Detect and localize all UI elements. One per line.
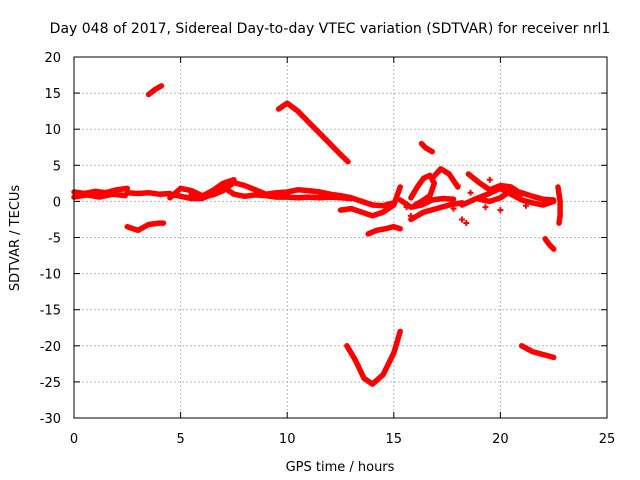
series-arc-9 xyxy=(275,100,351,165)
plot-series xyxy=(71,83,563,387)
data-point xyxy=(482,204,489,211)
y-tick-label: -30 xyxy=(40,412,61,427)
x-tick-labels: 0 5 10 15 20 25 xyxy=(70,432,615,447)
y-tick-labels: -30 -25 -20 -15 -10 -5 0 5 10 15 20 xyxy=(40,51,61,427)
series-arc-4 xyxy=(124,220,167,234)
series-arc-16 xyxy=(408,200,465,223)
x-tick-label: 20 xyxy=(492,432,509,447)
chart-title: Day 048 of 2017, Sidereal Day-to-day VTE… xyxy=(50,21,611,37)
series-arc-22 xyxy=(518,343,557,361)
series-arc-24 xyxy=(555,184,563,226)
x-tick-label: 15 xyxy=(386,432,403,447)
data-point xyxy=(467,189,474,196)
data-point xyxy=(497,207,504,214)
series-arc-21 xyxy=(476,187,557,205)
y-axis-label: SDTVAR / TECUs xyxy=(8,185,23,292)
series-arc-13 xyxy=(344,328,403,387)
series-arc-5 xyxy=(145,83,165,98)
x-tick-label: 25 xyxy=(599,432,616,447)
series-arc-18 xyxy=(418,140,435,155)
grid-lines xyxy=(74,57,607,418)
series-arc-23 xyxy=(542,236,557,252)
series-arc-12 xyxy=(365,223,403,237)
series-arc-10 xyxy=(316,189,397,209)
data-point xyxy=(463,220,470,227)
x-axis-label: GPS time / hours xyxy=(286,460,395,475)
y-tick-label: 20 xyxy=(44,51,61,66)
data-point xyxy=(454,182,461,189)
x-tick-label: 0 xyxy=(70,432,78,447)
series-arc-3 xyxy=(124,189,173,197)
plot-points xyxy=(403,176,529,227)
y-tick-label: 0 xyxy=(53,195,61,210)
data-point xyxy=(407,212,414,219)
data-point xyxy=(459,216,466,223)
data-point xyxy=(403,204,410,211)
x-tick-label: 5 xyxy=(176,432,184,447)
y-tick-label: -10 xyxy=(40,268,61,283)
series-arc-17 xyxy=(429,166,461,190)
axis-ticks xyxy=(73,56,608,419)
y-tick-label: -20 xyxy=(40,340,61,355)
series-arc-8 xyxy=(188,176,237,200)
y-tick-label: 5 xyxy=(53,159,61,174)
series-arc-11 xyxy=(337,184,403,219)
data-point xyxy=(486,176,493,183)
y-tick-label: -5 xyxy=(48,232,61,247)
data-point xyxy=(450,205,457,212)
data-point xyxy=(522,202,529,209)
y-tick-label: -25 xyxy=(40,376,61,391)
x-tick-label: 10 xyxy=(279,432,296,447)
y-tick-label: 15 xyxy=(44,87,61,102)
y-tick-label: -15 xyxy=(40,304,61,319)
y-tick-label: 10 xyxy=(44,123,61,138)
series-arc-2 xyxy=(71,191,128,200)
series-arc-14 xyxy=(397,195,457,210)
